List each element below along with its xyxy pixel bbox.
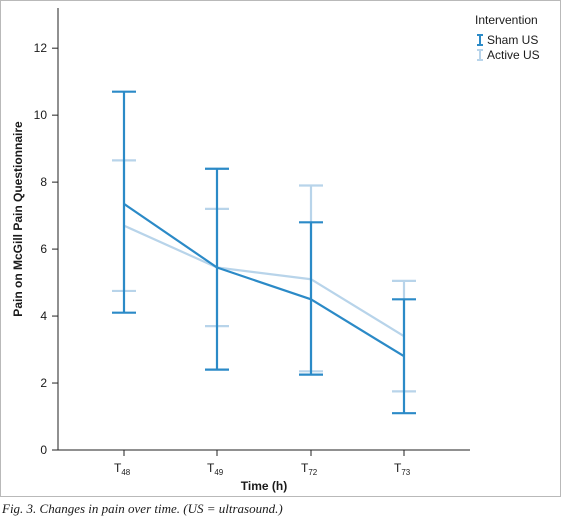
x-tick-label: T72 [301,461,318,477]
legend-label: Sham US [487,33,538,47]
x-tick-label: T49 [207,461,224,477]
y-tick-label: 12 [34,41,48,55]
legend-item: Active US [477,48,540,62]
x-tick-label-subscript: 72 [308,468,317,477]
y-tick-label: 8 [40,175,47,189]
series-sham-us [112,90,416,415]
x-tick-label: T48 [114,461,131,477]
x-tick-label-base: T [207,461,215,475]
figure-caption: Fig. 3. Changes in pain over time. (US =… [2,501,283,516]
series-line [123,224,405,338]
series-active-us [112,159,416,393]
x-tick-label-base: T [394,461,402,475]
y-tick-label: 10 [34,108,48,122]
series-line [123,202,405,358]
x-tick-label-subscript: 48 [121,468,130,477]
y-tick-label: 0 [40,443,47,457]
legend-title: Intervention [475,13,538,27]
y-axis-title: Pain on McGill Pain Questionnaire [11,121,25,317]
figure-frame: 0 2 4 6 8 10 12 T48 T49 T72 T73 Time (h) Pain on McG… [0,0,561,497]
x-axis-title: Time (h) [241,479,287,493]
x-tick-label: T73 [394,461,411,477]
y-tick-label: 2 [40,376,47,390]
legend-label: Active US [487,48,540,62]
x-tick-label-subscript: 49 [214,468,223,477]
y-tick-label: 4 [40,309,47,323]
x-tick-label-base: T [301,461,309,475]
legend-item: Sham US [477,33,538,47]
y-tick-label: 6 [40,242,47,256]
x-tick-label-subscript: 73 [401,468,410,477]
x-tick-label-base: T [114,461,122,475]
